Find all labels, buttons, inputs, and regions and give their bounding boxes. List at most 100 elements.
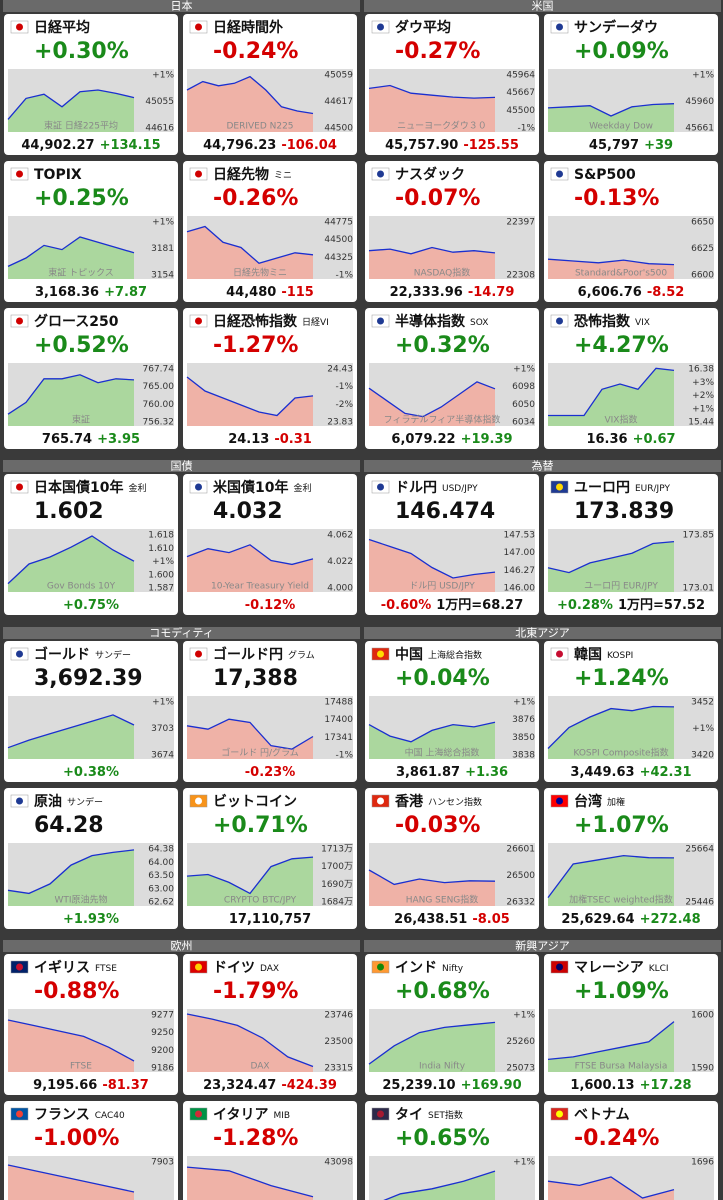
axis-label: +1%	[513, 698, 535, 708]
axis-label: 45960	[685, 97, 714, 107]
footer: 6,079.22 +19.39	[391, 432, 512, 447]
axis-label: 146.00	[504, 584, 536, 594]
market-card[interactable]: ダウ平均 -0.27% ニューヨークダウ３０ 45964 45667 45500 -1% 45…	[365, 14, 539, 155]
footer: 45,757.90 -125.55	[385, 138, 519, 153]
market-card[interactable]: サンデーダウ +0.09% Weekday Dow +1% 45960 45661 45,7…	[544, 14, 718, 155]
market-card[interactable]: ゴールド円 グラム 17,388 ゴールド 円/グラム 17488 17400 17341 -…	[183, 641, 357, 782]
area	[187, 544, 313, 592]
market-card[interactable]: グロース250+0.52%東証767.74765.00760.00756.327…	[4, 308, 178, 449]
watermark: 加権TSEC weighted指数	[569, 894, 673, 906]
market-card[interactable]: 日経平均 +0.30% 東証 日経225平均 +1% 45055 44616 44,902.…	[4, 14, 178, 155]
market-card[interactable]: インド Nifty +0.68% India Nifty +1% 25260 25073 25…	[365, 954, 539, 1095]
axis-label: 44325	[324, 253, 353, 263]
footer-item: -424.39	[281, 1078, 337, 1093]
market-card[interactable]: 日本国債10年 金利 1.602 Gov Bonds 10Y 1.618 1.610 +1%…	[4, 474, 178, 615]
tag: サンデー	[67, 796, 103, 808]
area	[187, 1167, 313, 1200]
market-card[interactable]: ビットコイン +0.71% CRYPTO BTC/JPY 1713万 1700万 1690…	[183, 788, 357, 929]
market-card[interactable]: 日経先物 ミニ -0.26% 日経先物ミニ 44775 44500 44325 -1% 44,4…	[183, 161, 357, 302]
market-card[interactable]: マレーシア KLCI +1.09% FTSE Bursa Malaysia 1600 15…	[544, 954, 718, 1095]
axis-label: +1%	[513, 1011, 535, 1021]
watermark: Weekday Dow	[589, 122, 653, 132]
watermark: ニューヨークダウ３０	[397, 120, 487, 132]
price-line	[547, 540, 675, 574]
axis-label: 6650	[691, 218, 714, 228]
axis-label: 26500	[506, 871, 535, 881]
name: ゴールド	[34, 646, 90, 663]
market-card[interactable]: 韓国 KOSPI +1.24% KOSPI Composite指数 3452 +1% 342…	[544, 641, 718, 782]
name: ユーロ円	[574, 480, 630, 496]
flag-emblem	[16, 170, 23, 178]
market-card[interactable]: ドル円 USD/JPY 146.474 ドル円 USD/JPY 147.53 147.00…	[365, 474, 539, 615]
tag: 日経VI	[302, 316, 329, 328]
watermark: 中国 上海総合指数	[405, 747, 480, 759]
area	[385, 1171, 495, 1200]
axis-label: 6600	[691, 271, 714, 281]
flag-emblem	[377, 1110, 384, 1118]
axis-label: 64.38	[148, 845, 174, 855]
footer-item: 3,449.63	[570, 765, 634, 780]
card-name: 日本国債10年 金利	[34, 479, 147, 496]
market-card[interactable]: S&P500 -0.13% Standard&Poor's500 6650 6625 66…	[544, 161, 718, 302]
footer-item: +272.48	[640, 912, 701, 927]
market-card[interactable]: 日経恐怖指数 日経VI -1.27% 24.43 -1% -2% 23.83 24.13 -0.…	[183, 308, 357, 449]
market-card[interactable]: 半導体指数 SOX +0.32% フィラデルフィア半導体指数 +1% 6098 6050 60…	[365, 308, 539, 449]
market-card[interactable]: 中国 上海総合指数 +0.04% 中国 上海総合指数 +1% 3876 3850 3838 3,…	[365, 641, 539, 782]
headline: +0.68%	[395, 979, 490, 1004]
price-line	[7, 535, 135, 585]
card-name: TOPIX	[34, 167, 82, 183]
footer: 3,861.87 +1.36	[396, 765, 508, 780]
axis-label: 147.00	[504, 548, 536, 558]
headline: +0.52%	[34, 333, 129, 358]
market-card[interactable]: ベトナム-0.24%16961690	[544, 1101, 718, 1200]
footer-item: 26,438.51	[394, 912, 467, 927]
headline: +0.65%	[395, 1126, 490, 1151]
market-card[interactable]: 台湾 加権 +1.07% 加権TSEC weighted指数 25664 25446 25,…	[544, 788, 718, 929]
tag: KLCI	[649, 964, 669, 974]
footer-item: 1万円=57.52	[618, 598, 705, 613]
market-card[interactable]: イギリス FTSE-0.88%FTSE92779250920091869,195.…	[4, 954, 178, 1095]
axis-label: 64.00	[148, 858, 174, 868]
market-card[interactable]: 日経時間外 -0.24% DERIVED N225 45059 44617 44500 44…	[183, 14, 357, 155]
footer: 16.36 +0.67	[586, 432, 675, 447]
market-card[interactable]: TOPIX +0.25% 東証 トピックス +1% 3181 3154 3,168.36 +7…	[4, 161, 178, 302]
headline: 4.032	[213, 499, 283, 524]
axis-label: 1690万	[321, 880, 353, 890]
axis-label: 17341	[324, 733, 353, 743]
area	[548, 368, 674, 426]
axis-label: 44500	[324, 235, 353, 245]
axis-label: 63.50	[148, 871, 174, 881]
name: TOPIX	[34, 167, 82, 183]
footer: 1,600.13 +17.28	[570, 1078, 691, 1093]
flag-emblem	[195, 963, 202, 971]
market-card[interactable]: 恐怖指数 VIX +4.27% VIX指数 16.38 +3% +2% +1% 15.44 16.…	[544, 308, 718, 449]
market-card[interactable]: 香港 ハンセン指数 -0.03% HANG SENG指数 26601 26500 26332…	[365, 788, 539, 929]
area	[369, 722, 495, 759]
headline: -1.79%	[213, 979, 298, 1004]
market-card[interactable]: ユーロ円 EUR/JPY 173.839 ユーロ円 EUR/JPY 173.85 173.…	[544, 474, 718, 615]
headline: +0.04%	[395, 666, 490, 691]
axis-label: 25664	[685, 845, 714, 855]
footer-item: +0.28%	[557, 598, 613, 613]
area	[8, 714, 134, 759]
watermark: India Nifty	[419, 1062, 466, 1072]
name: 日経時間外	[213, 19, 283, 36]
market-card[interactable]: ナスダック -0.07% NASDAQ指数 22397 22308 22,333.96 -1…	[365, 161, 539, 302]
axis-label: +1%	[152, 218, 174, 228]
axis-label: 26332	[506, 898, 535, 908]
market-card[interactable]: 原油 サンデー 64.28 WTI原油先物 64.38 64.00 63.50 63.00 62…	[4, 788, 178, 929]
card-name: ゴールド円 グラム	[213, 646, 315, 663]
market-card[interactable]: 米国債10年 金利 4.032 10-Year Treasury Yield 4.062…	[183, 474, 357, 615]
market-card[interactable]: ゴールド サンデー 3,692.39 +1% 3703 3674 +0.38%	[4, 641, 178, 782]
card-name: タイ SET指数	[395, 1107, 463, 1123]
market-card[interactable]: ドイツ DAX -1.79% DAX 23746 23500 23315 23,324.47-…	[183, 954, 357, 1095]
flag-emblem	[556, 650, 563, 658]
name: 半導体指数	[395, 313, 466, 330]
axis-label: 4.022	[327, 557, 353, 567]
card-name: 日経先物 ミニ	[213, 166, 292, 183]
price-line	[7, 374, 135, 415]
axis-label: 45500	[506, 106, 535, 116]
